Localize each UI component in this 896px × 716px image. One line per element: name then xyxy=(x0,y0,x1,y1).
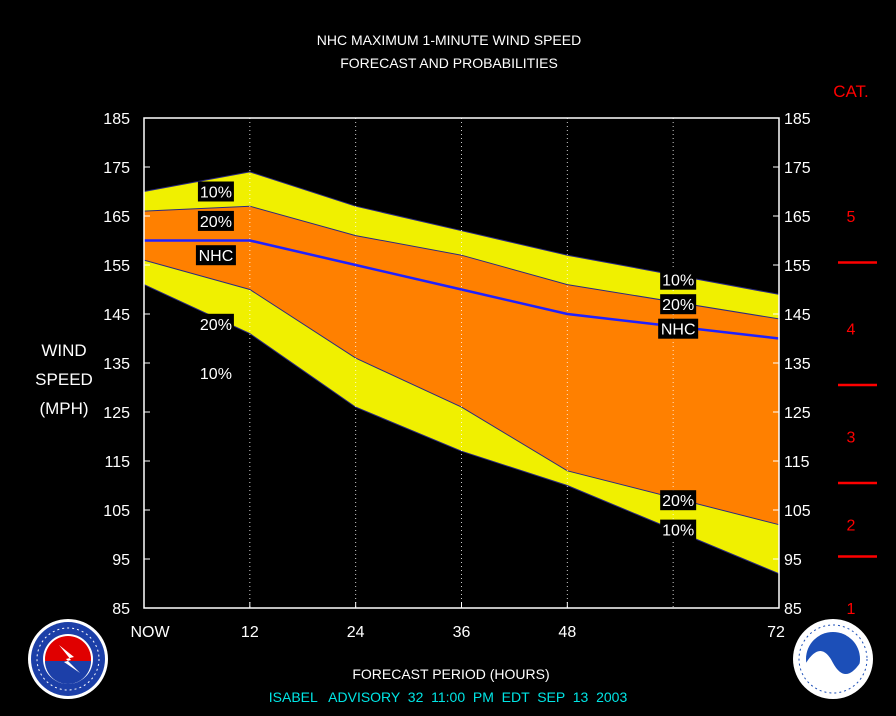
category-scale: 1 2 3 4 5 xyxy=(838,209,877,618)
ytick-label-right-145: 145 xyxy=(784,307,811,324)
y-axis-label-line2: SPEED xyxy=(35,370,93,389)
nws-logo xyxy=(28,619,108,699)
ytick-label-right-95: 95 xyxy=(784,552,802,569)
ytick-label-left-185: 185 xyxy=(103,111,130,128)
y-axis-ticks: 85 85 95 95 105 105 115 115 125 125 135 135 145 145 15… xyxy=(103,111,811,618)
band-label-box-1 xyxy=(197,210,234,231)
band-label-box-8 xyxy=(660,490,697,511)
band-label-4: 10% xyxy=(200,366,232,383)
category-label-1: 1 xyxy=(847,601,856,618)
band-label-3: 20% xyxy=(200,317,232,334)
band-label-0: 10% xyxy=(200,185,232,202)
nhc-forecast-line xyxy=(144,239,780,340)
xtick-label-48: 48 xyxy=(558,624,576,641)
band-label-6: 20% xyxy=(662,297,694,314)
band-label-box-4 xyxy=(197,362,234,383)
band-lower-edge-1 xyxy=(143,259,780,526)
band-upper-edge-0 xyxy=(143,171,780,295)
band-labels: 10% 20% NHC 20% 10% 10% 20% NHC 20% 10% xyxy=(195,181,699,540)
y-axis-label-line1: WIND xyxy=(41,341,86,360)
band-label-8: 20% xyxy=(662,493,694,510)
ytick-label-left-115: 115 xyxy=(104,454,130,471)
band-label-box-5 xyxy=(660,269,697,290)
category-title: CAT. xyxy=(833,82,869,101)
ytick-label-left-175: 175 xyxy=(103,160,130,177)
ytick-label-left-85: 85 xyxy=(112,601,130,618)
y-axis-label-line3: (MPH) xyxy=(39,399,88,418)
ytick-label-left-125: 125 xyxy=(103,405,130,422)
xtick-label-36: 36 xyxy=(453,624,471,641)
band-20pct-1 xyxy=(144,206,779,525)
band-label-box-6 xyxy=(660,294,697,315)
advisory-text: ISABEL ADVISORY 32 11:00 PM EDT SEP 13 2… xyxy=(269,689,628,705)
xtick-label-12: 12 xyxy=(241,624,259,641)
band-label-2: NHC xyxy=(199,248,234,265)
band-label-box-3 xyxy=(197,313,234,334)
band-label-box-9 xyxy=(660,519,697,540)
band-label-box-7 xyxy=(658,318,699,339)
band-label-box-0 xyxy=(197,181,234,202)
chart-title-line1: NHC MAXIMUM 1-MINUTE WIND SPEED xyxy=(317,32,581,48)
noaa-logo xyxy=(793,619,873,699)
band-label-box-2 xyxy=(195,245,236,266)
band-upper-edge-1 xyxy=(143,205,780,320)
x-axis-ticks: NOW 12 24 36 48 72 xyxy=(130,602,785,641)
category-label-3: 3 xyxy=(847,430,856,447)
nhc-forecast-line-group xyxy=(144,239,780,340)
ytick-label-right-125: 125 xyxy=(784,405,811,422)
band-label-5: 10% xyxy=(662,273,694,290)
ytick-label-right-155: 155 xyxy=(784,258,811,275)
ytick-label-right-165: 165 xyxy=(784,209,811,226)
category-label-5: 5 xyxy=(847,209,856,226)
ytick-label-right-135: 135 xyxy=(784,356,811,373)
ytick-label-left-95: 95 xyxy=(112,552,130,569)
ytick-label-right-105: 105 xyxy=(784,503,811,520)
ytick-label-right-115: 115 xyxy=(784,454,810,471)
ytick-label-right-85: 85 xyxy=(784,601,802,618)
chart-title-line2: FORECAST AND PROBABILITIES xyxy=(340,55,558,71)
probability-bands xyxy=(143,171,780,575)
ytick-label-left-145: 145 xyxy=(103,307,130,324)
band-label-7: NHC xyxy=(661,322,696,339)
category-label-2: 2 xyxy=(847,518,856,535)
ytick-label-left-155: 155 xyxy=(103,258,130,275)
xtick-label-NOW: NOW xyxy=(130,624,170,641)
ytick-label-right-185: 185 xyxy=(784,111,811,128)
ytick-label-left-135: 135 xyxy=(103,356,130,373)
category-label-4: 4 xyxy=(847,322,856,339)
band-label-1: 20% xyxy=(200,214,232,231)
band-label-9: 10% xyxy=(662,523,694,540)
x-axis-label: FORECAST PERIOD (HOURS) xyxy=(352,666,549,682)
ytick-label-left-165: 165 xyxy=(103,209,130,226)
ytick-label-left-105: 105 xyxy=(103,503,130,520)
xtick-label-72: 72 xyxy=(767,624,785,641)
ytick-label-right-175: 175 xyxy=(784,160,811,177)
xtick-label-24: 24 xyxy=(347,624,365,641)
